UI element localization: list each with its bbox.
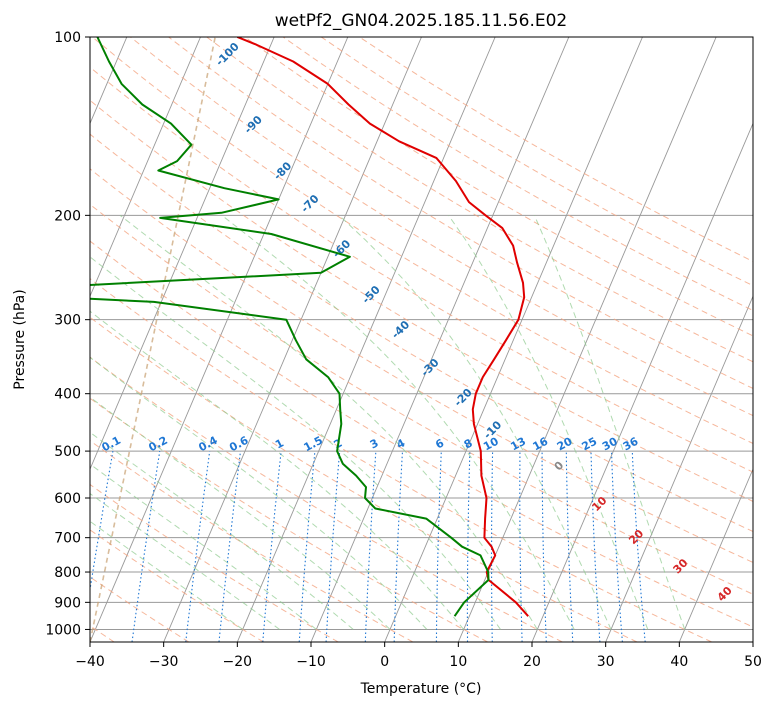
dry-adiabat-line xyxy=(90,203,753,595)
isotherm-line xyxy=(163,37,422,642)
isotherm-line xyxy=(457,37,717,642)
x-tick-label: 50 xyxy=(744,654,762,670)
mixing-ratio-line xyxy=(262,451,282,642)
dry-adiabat-line xyxy=(90,168,753,563)
dry-adiabat-line xyxy=(91,37,753,445)
y-axis: 100 200 300 400 500 600 700 800 900 1000 xyxy=(45,30,90,638)
mixing-ratio-line xyxy=(631,451,646,642)
dry-adiabat-line xyxy=(90,316,638,642)
isotherm-line xyxy=(384,37,643,642)
mixing-ratio-label: 36 xyxy=(621,435,641,454)
moist-adiabat-line xyxy=(338,214,612,630)
isotherm-line xyxy=(531,122,753,642)
x-tick-label: 0 xyxy=(380,654,389,670)
x-axis-title: Temperature (°C) xyxy=(360,681,482,697)
mixing-ratio-label: 30 xyxy=(600,435,620,454)
dry-adiabat-line xyxy=(90,99,753,502)
moist-adiabat-line xyxy=(119,214,538,630)
moist-adiabat-line xyxy=(90,356,428,630)
isotherm-line xyxy=(605,295,753,642)
isotherm-line xyxy=(90,37,349,642)
x-tick-label: −40 xyxy=(75,654,105,670)
y-tick-label: 900 xyxy=(54,595,81,611)
moist-adiabat-line xyxy=(90,492,280,630)
moist-adiabat-line xyxy=(90,463,317,630)
y-tick-label: 300 xyxy=(54,313,81,329)
y-tick-label: 700 xyxy=(54,531,81,547)
mixing-ratio-label: 16 xyxy=(531,435,551,454)
mixing-ratio-label: 20 xyxy=(555,435,575,454)
dry-adiabat-line xyxy=(90,483,339,642)
mixing-ratio-line xyxy=(131,451,161,642)
y-tick-label: 500 xyxy=(54,444,81,460)
y-tick-label: 1000 xyxy=(45,622,81,638)
y-tick-label: 400 xyxy=(54,387,81,403)
moist-adiabat-line xyxy=(90,310,465,630)
mixing-ratio-label: 25 xyxy=(580,435,600,454)
sounding-profiles xyxy=(90,37,529,617)
isotherm-line xyxy=(678,467,753,642)
mixing-ratio-line xyxy=(90,451,114,594)
background-lines xyxy=(90,37,753,642)
moist-adiabat-line xyxy=(221,214,575,630)
y-tick-label: 200 xyxy=(54,208,81,224)
x-tick-label: 10 xyxy=(449,654,467,670)
x-tick-label: 20 xyxy=(523,654,541,670)
isotherm-line xyxy=(90,37,275,471)
dewpoint-profile-line xyxy=(90,37,490,617)
dry-adiabat-line xyxy=(90,356,563,642)
x-tick-label: 30 xyxy=(597,654,615,670)
mixing-ratio-label: 10 xyxy=(481,435,501,454)
mixing-ratio-line xyxy=(185,451,211,642)
isotherm-line xyxy=(752,640,753,642)
mixing-ratio-label: 13 xyxy=(508,435,528,454)
y-tick-label: 100 xyxy=(54,30,81,46)
x-tick-label: −10 xyxy=(296,654,326,670)
temperature-profile-line xyxy=(236,37,529,617)
chart-title: wetPf2_GN04.2025.185.11.56.E02 xyxy=(275,11,567,31)
y-tick-label: 600 xyxy=(54,491,81,507)
dry-adiabat-line xyxy=(130,37,753,417)
dry-adiabat-line xyxy=(90,278,712,642)
mixing-ratio-line xyxy=(298,451,316,642)
moist-adiabat-line xyxy=(448,215,649,630)
moist-adiabat-line xyxy=(90,520,243,630)
x-tick-label: −20 xyxy=(223,654,253,670)
y-axis-title: Pressure (hPa) xyxy=(12,289,28,389)
dry-adiabat-line xyxy=(244,37,753,337)
x-tick-label: 40 xyxy=(670,654,688,670)
isotherm-line xyxy=(236,37,496,642)
y-tick-label: 800 xyxy=(54,565,81,581)
plot-area xyxy=(90,37,753,642)
mixing-ratio-line xyxy=(218,451,242,642)
dry-adiabat-line xyxy=(282,37,753,312)
x-axis: −40 −30 −20 −10 0 10 20 30 40 50 xyxy=(75,642,762,670)
dry-adiabat-line xyxy=(90,133,753,533)
dry-adiabat-line xyxy=(90,529,264,642)
plot-frame xyxy=(89,36,754,643)
isotherm-line xyxy=(90,37,201,298)
dry-adiabat-line xyxy=(90,240,753,628)
dry-adiabat-line xyxy=(168,37,753,389)
x-tick-label: −30 xyxy=(149,654,179,670)
moist-adiabat-line xyxy=(90,396,391,630)
